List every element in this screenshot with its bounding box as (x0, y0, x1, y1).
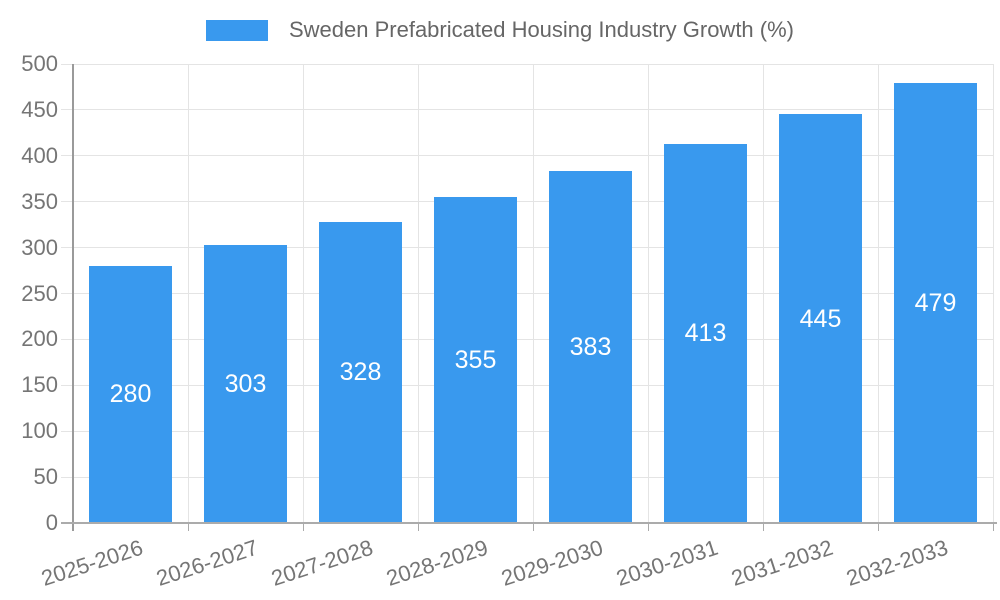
x-axis-tick-label: 2028-2029 (383, 534, 492, 591)
x-axis-tick (992, 523, 994, 531)
gridline-vertical (647, 64, 649, 523)
x-axis-tick-label: 2032-2033 (843, 534, 952, 591)
bar-value-label: 280 (109, 380, 152, 409)
gridline-horizontal (61, 384, 993, 386)
x-axis-tick (877, 523, 879, 531)
x-axis-tick (762, 523, 764, 531)
gridline-vertical (992, 64, 994, 523)
gridline-vertical (532, 64, 534, 523)
bar-value-label: 303 (224, 369, 267, 398)
y-axis-tick-label: 450 (21, 96, 58, 122)
y-axis-tick-label: 200 (21, 326, 58, 352)
bar[interactable] (89, 265, 172, 523)
x-axis-tick (302, 523, 304, 531)
bar[interactable] (664, 143, 747, 523)
y-axis-line (72, 64, 74, 531)
bar[interactable] (319, 221, 402, 523)
gridline-horizontal (61, 201, 993, 203)
x-axis-tick-label: 2030-2031 (613, 534, 722, 591)
gridline-horizontal (61, 155, 993, 157)
x-axis-tick-label: 2029-2030 (498, 534, 607, 591)
bar-value-label: 445 (799, 304, 842, 333)
gridline-vertical (302, 64, 304, 523)
y-axis-tick-label: 100 (21, 418, 58, 444)
bar-value-label: 355 (454, 346, 497, 375)
y-axis-tick-label: 500 (21, 51, 58, 76)
bar[interactable] (549, 171, 632, 523)
gridline-vertical (877, 64, 879, 523)
legend-label: Sweden Prefabricated Housing Industry Gr… (288, 17, 794, 42)
bar[interactable] (204, 244, 287, 523)
gridline-vertical (762, 64, 764, 523)
x-axis-tick-label: 2025-2026 (38, 534, 147, 591)
x-axis-line (61, 522, 997, 524)
gridline-vertical (417, 64, 419, 523)
gridline-horizontal (61, 247, 993, 249)
x-axis-tick (532, 523, 534, 531)
legend-swatch-icon (205, 19, 268, 41)
y-axis-tick-label: 350 (21, 188, 58, 214)
gridline-horizontal (61, 476, 993, 478)
gridline-horizontal (61, 338, 993, 340)
bar-value-label: 383 (569, 333, 612, 362)
x-axis-tick (417, 523, 419, 531)
y-axis-tick-label: 150 (21, 372, 58, 398)
gridline-horizontal (61, 109, 993, 111)
gridline-horizontal (61, 293, 993, 294)
legend[interactable]: Sweden Prefabricated Housing Industry Gr… (0, 18, 1000, 42)
bar-value-label: 413 (684, 319, 727, 348)
x-axis-tick (187, 523, 189, 531)
y-axis-tick-label: 400 (21, 142, 58, 168)
y-axis-tick-label: 0 (45, 510, 58, 535)
x-axis-tick-label: 2026-2027 (153, 534, 262, 591)
y-axis-tick-label: 250 (21, 280, 58, 306)
x-axis-tick-label: 2031-2032 (728, 534, 837, 591)
gridline-vertical (187, 64, 189, 523)
y-axis-tick-label: 50 (33, 464, 58, 490)
bar-value-label: 479 (914, 289, 957, 318)
bar[interactable] (894, 83, 977, 523)
bar[interactable] (434, 197, 517, 523)
bar-value-label: 328 (339, 358, 382, 387)
gridline-horizontal (61, 63, 993, 65)
bar[interactable] (779, 114, 862, 523)
x-axis-tick (647, 523, 649, 531)
x-axis-tick-label: 2027-2028 (268, 534, 377, 591)
y-axis-tick-label: 300 (21, 234, 58, 260)
gridline-horizontal (61, 430, 993, 432)
